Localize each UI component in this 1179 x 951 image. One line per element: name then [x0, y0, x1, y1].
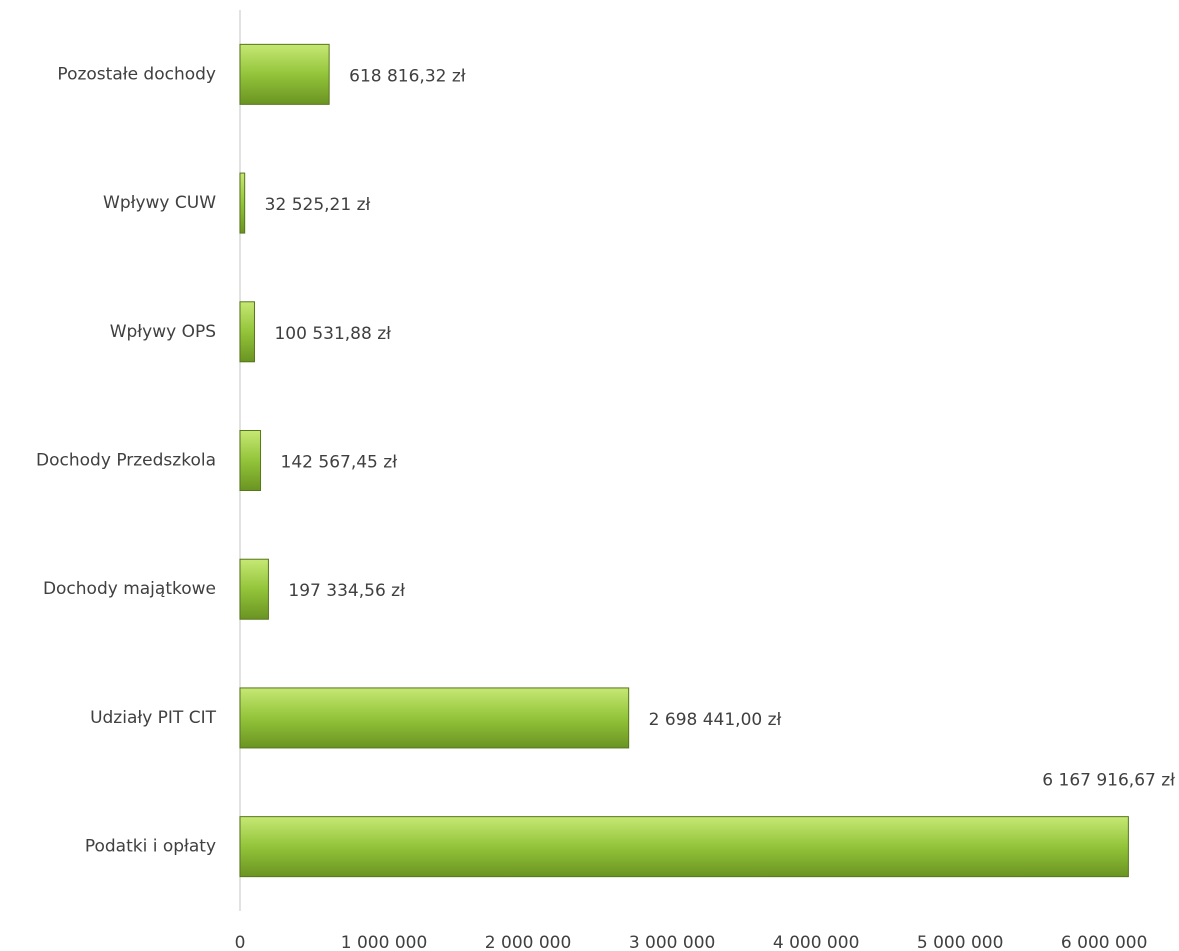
data-label: 142 567,45 zł [281, 453, 398, 473]
x-tick-label: 3 000 000 [629, 933, 716, 951]
y-tick-label: Podatki i opłaty [85, 837, 216, 857]
y-tick-label: Udziały PIT CIT [90, 708, 217, 728]
x-tick-label: 0 [235, 933, 246, 951]
y-tick-label: Wpływy CUW [103, 193, 216, 213]
bar [239, 558, 269, 620]
x-tick-label: 5 000 000 [917, 933, 1004, 951]
bar [239, 430, 262, 491]
x-tick-label: 1 000 000 [341, 933, 428, 951]
bar [239, 43, 330, 105]
x-tick-label: 4 000 000 [773, 933, 860, 951]
data-label: 2 698 441,00 zł [649, 710, 782, 730]
data-label: 197 334,56 zł [288, 581, 405, 601]
y-tick-label: Wpływy OPS [110, 322, 216, 342]
x-tick-label: 6 000 000 [1061, 933, 1148, 951]
y-tick-label: Dochody majątkowe [43, 579, 216, 599]
bar [239, 687, 630, 749]
bar [239, 301, 255, 363]
x-tick-label: 2 000 000 [485, 933, 572, 951]
data-label: 618 816,32 zł [349, 66, 466, 86]
y-tick-label: Dochody Przedszkola [36, 451, 216, 471]
data-label: 32 525,21 zł [265, 195, 371, 215]
data-label: 6 167 916,67 zł [1042, 771, 1175, 791]
bar [239, 172, 246, 234]
y-tick-label: Pozostałe dochody [57, 64, 216, 84]
bar [239, 816, 1129, 878]
data-label: 100 531,88 zł [274, 324, 391, 344]
